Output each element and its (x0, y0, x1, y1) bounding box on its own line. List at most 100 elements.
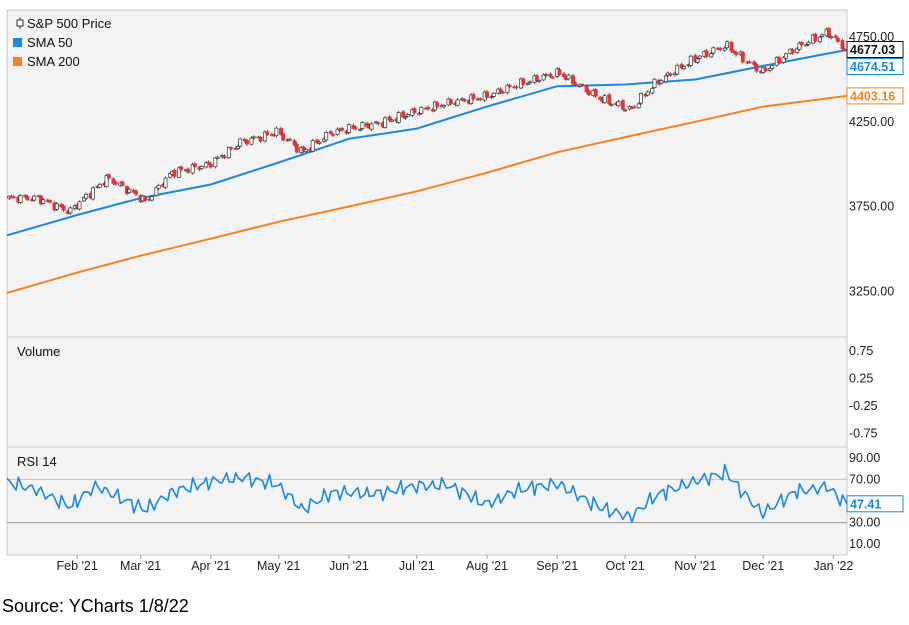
price-candle (383, 116, 388, 129)
price-candle-body (797, 42, 802, 50)
price-candle-body (303, 149, 308, 152)
price-candle-body (61, 205, 66, 211)
price-candle (840, 38, 845, 51)
price-candle-body (498, 88, 503, 93)
price-candle (752, 60, 757, 67)
price-candle (77, 200, 82, 211)
price-candle (351, 123, 356, 130)
price-candle (448, 98, 453, 106)
price-candle-body (168, 173, 172, 178)
price-candle (324, 130, 329, 142)
price-candle-body (777, 57, 782, 64)
price-candle-body (405, 114, 410, 117)
price-candle-body (835, 37, 840, 42)
price-candle-body (469, 94, 474, 104)
price-candle (405, 113, 410, 118)
volume-panel-title: Volume (17, 344, 60, 359)
price-candle (54, 202, 59, 211)
price-candle-body (514, 86, 519, 89)
price-candle-body (620, 100, 625, 110)
price-candle-body (623, 109, 628, 112)
price-candle-body (573, 82, 578, 86)
price-candle-body (120, 181, 125, 186)
price-candle-body (682, 66, 686, 69)
price-candle-body (18, 195, 23, 203)
price-candle (505, 83, 510, 95)
price-candle (462, 98, 467, 103)
price-candle (213, 156, 218, 169)
price-candle (104, 173, 109, 188)
price-candle (704, 49, 709, 59)
price-candle-body (602, 95, 607, 104)
price-candle-body (580, 83, 585, 86)
sma200-value-badge-box (846, 87, 904, 105)
price-candle (226, 146, 231, 159)
price-candle (310, 138, 315, 153)
source-note: Source: YCharts 1/8/22 (2, 596, 189, 616)
price-candle-body (609, 103, 614, 106)
price-candle-body (629, 107, 634, 110)
price-candle (190, 162, 195, 175)
price-candle-body (190, 164, 195, 174)
price-candle-body (263, 131, 268, 142)
price-value-badge: 4677.03 (846, 41, 904, 58)
price-candle-body (213, 157, 218, 168)
price-candle-body (842, 49, 847, 51)
price-candle-body (163, 177, 168, 188)
price-candle (842, 48, 847, 51)
price-candle (59, 202, 64, 208)
price-candle (82, 196, 86, 202)
price-candle-body (768, 67, 772, 71)
price-candle-body (206, 161, 211, 164)
sma200-value-badge: 4403.16 (846, 87, 904, 105)
price-candle-body (358, 129, 363, 131)
price-candle-body (222, 155, 227, 159)
price-candle-body (663, 75, 668, 83)
x-tick-label: Jun '21 (329, 559, 369, 573)
price-candle-body (829, 36, 834, 39)
price-candle (489, 94, 494, 100)
price-candle (485, 89, 489, 99)
price-candle (602, 93, 607, 105)
price-candle (168, 172, 172, 179)
price-series-layer (6, 26, 848, 294)
price-candle-body (435, 102, 440, 107)
price-candle-body (507, 84, 512, 88)
price-candle (639, 92, 643, 105)
price-candle-body (143, 196, 148, 201)
price-candle (528, 80, 532, 85)
price-candle-body (149, 196, 154, 201)
price-candle (697, 55, 702, 60)
price-candle-body (113, 182, 118, 185)
legend: S&P 500 Price SMA 50 SMA 200 (13, 16, 111, 69)
price-candle (317, 140, 322, 145)
price-candle (143, 195, 148, 202)
price-candle-body (799, 42, 804, 46)
price-candle (127, 187, 132, 195)
price-candle (426, 105, 431, 111)
price-candle (566, 73, 571, 81)
price-candle (346, 123, 351, 135)
price-candle-body (632, 106, 637, 109)
price-candle-body (417, 113, 422, 115)
price-candle-body (111, 178, 116, 184)
volume-panel (6, 336, 848, 448)
price-candle-body (593, 89, 598, 97)
price-candle-body (265, 131, 270, 135)
x-tick-label: Mar '21 (120, 559, 161, 573)
price-candle (215, 155, 220, 160)
price-candle (498, 87, 503, 95)
price-candle (636, 102, 641, 109)
price-candle (204, 161, 209, 169)
price-candle-body (127, 188, 132, 193)
price-candle-body (783, 53, 788, 59)
price-candle (550, 76, 555, 79)
price-candle-body (722, 47, 727, 51)
price-candle-body (172, 170, 177, 177)
price-candle-body (251, 136, 256, 139)
price-candle (668, 72, 673, 77)
price-y-tick-label: 4250.00 (849, 115, 894, 129)
price-candle-body (639, 93, 643, 104)
price-candle-body (229, 147, 234, 150)
price-candle (328, 130, 333, 135)
